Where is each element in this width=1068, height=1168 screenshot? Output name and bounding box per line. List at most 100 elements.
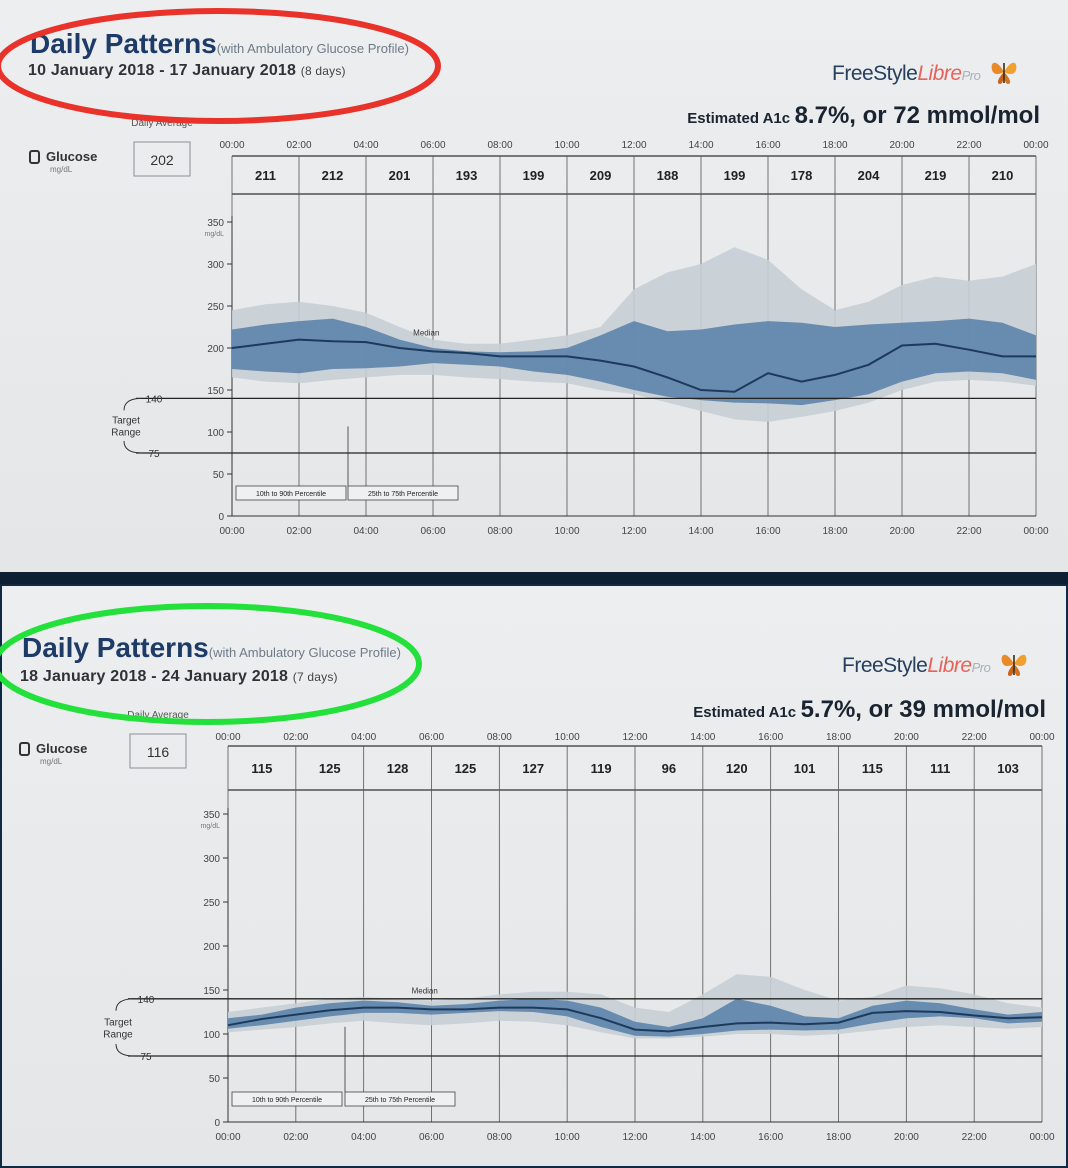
time-label-bottom: 00:00 (215, 1132, 240, 1143)
daily-average-value: 116 (147, 744, 170, 760)
legend-inner-label: 25th to 75th Percentile (368, 491, 438, 498)
time-label-top: 00:00 (1029, 732, 1054, 743)
time-label-bottom: 02:00 (283, 1132, 308, 1143)
time-label-bottom: 02:00 (286, 526, 311, 537)
median-label: Median (412, 986, 438, 995)
interval-average: 199 (724, 168, 746, 183)
day-count: (7 days) (292, 670, 338, 684)
sensor-icon (19, 742, 30, 756)
time-label-bottom: 20:00 (894, 1132, 919, 1143)
glucose-label: Glucose (36, 741, 87, 756)
interval-average: 125 (455, 761, 477, 776)
daily-average-label: Daily Average (127, 710, 189, 721)
interval-average: 188 (657, 168, 679, 183)
sensor-icon (29, 150, 40, 164)
time-label-top: 14:00 (690, 732, 715, 743)
target-low-value: 75 (148, 449, 160, 460)
time-label-top: 00:00 (1023, 140, 1048, 151)
target-bracket-bottom (115, 1043, 135, 1057)
daily-average-box (129, 733, 187, 769)
interval-average: 127 (522, 761, 544, 776)
time-label-bottom: 00:00 (1029, 1132, 1054, 1143)
date-range: 10 January 2018 - 17 January 2018 (8 day… (28, 62, 346, 79)
percentile-25-75-band (228, 998, 1042, 1037)
butterfly-icon (1001, 654, 1027, 676)
interval-average: 120 (726, 761, 748, 776)
time-label-bottom: 10:00 (554, 526, 579, 537)
y-tick-label: 100 (203, 1030, 220, 1041)
target-range-label: Range (111, 428, 141, 439)
interval-average: 101 (794, 761, 816, 776)
target-range-label: Target (112, 416, 140, 427)
estimated-a1c: Estimated A1c 8.7%, or 72 mmol/mol (687, 102, 1040, 129)
time-label-top: 06:00 (420, 140, 445, 151)
time-label-bottom: 00:00 (1023, 526, 1048, 537)
time-label-top: 04:00 (353, 140, 378, 151)
report-panel-1: Daily Patterns(with Ambulatory Glucose P… (0, 0, 1068, 572)
interval-average: 128 (387, 761, 409, 776)
interval-average: 119 (591, 761, 612, 776)
interval-average: 211 (255, 168, 276, 183)
time-label-bottom: 08:00 (487, 1132, 512, 1143)
time-label-top: 06:00 (419, 732, 444, 743)
y-tick-label: 350 (207, 218, 224, 229)
daily-average-box (133, 141, 191, 177)
legend-outer-label: 10th to 90th Percentile (252, 1097, 322, 1104)
target-high-value: 140 (146, 394, 163, 405)
time-label-top: 18:00 (822, 140, 847, 151)
time-label-top: 20:00 (894, 732, 919, 743)
y-tick-label: 250 (207, 302, 224, 313)
report-title: Daily Patterns(with Ambulatory Glucose P… (30, 28, 409, 59)
interval-average: 115 (251, 761, 272, 776)
glucose-label: Glucose (46, 149, 97, 164)
time-label-bottom: 22:00 (962, 1132, 987, 1143)
time-label-bottom: 04:00 (351, 1132, 376, 1143)
interval-average: 115 (862, 761, 883, 776)
interval-average: 210 (992, 168, 1014, 183)
interval-average: 212 (322, 168, 344, 183)
time-label-bottom: 12:00 (622, 1132, 647, 1143)
date-range: 18 January 2018 - 24 January 2018 (7 day… (20, 668, 338, 685)
brand-logo: FreeStyleLibrePro (832, 58, 1020, 86)
y-unit-label: mg/dL (205, 231, 225, 238)
daily-average-value: 202 (150, 152, 174, 168)
time-label-top: 10:00 (555, 732, 580, 743)
legend-outer-box (235, 485, 347, 501)
time-label-top: 12:00 (622, 732, 647, 743)
time-label-top: 04:00 (351, 732, 376, 743)
target-range-label: Target (104, 1017, 132, 1028)
time-label-top: 08:00 (487, 732, 512, 743)
interval-average: 111 (930, 761, 950, 776)
median-label: Median (413, 328, 439, 337)
y-tick-label: 200 (203, 942, 220, 953)
time-label-top: 16:00 (758, 732, 783, 743)
time-label-bottom: 06:00 (420, 526, 445, 537)
y-unit-label: mg/dL (201, 823, 221, 830)
interval-average: 219 (925, 168, 947, 183)
time-label-bottom: 16:00 (758, 1132, 783, 1143)
time-label-bottom: 08:00 (487, 526, 512, 537)
legend-outer-box (231, 1091, 343, 1107)
report-panel-2: Daily Patterns(with Ambulatory Glucose P… (0, 584, 1068, 1168)
time-label-top: 14:00 (688, 140, 713, 151)
y-tick-label: 150 (203, 986, 220, 997)
legend-outer-label: 10th to 90th Percentile (256, 491, 326, 498)
target-bracket-bottom (123, 440, 143, 454)
time-label-top: 02:00 (286, 140, 311, 151)
time-label-bottom: 10:00 (555, 1132, 580, 1143)
daily-average-label: Daily Average (131, 118, 193, 129)
time-label-bottom: 00:00 (219, 526, 244, 537)
time-label-top: 08:00 (487, 140, 512, 151)
percentile-25-75-band (232, 318, 1036, 406)
time-label-top: 00:00 (219, 140, 244, 151)
glucose-unit: mg/dL (40, 757, 63, 766)
brand-logo: FreeStyleLibrePro (842, 650, 1030, 678)
time-label-bottom: 16:00 (755, 526, 780, 537)
median-line (231, 338, 1036, 393)
day-count: (8 days) (300, 64, 346, 78)
legend-inner-label: 25th to 75th Percentile (365, 1097, 435, 1104)
target-bracket-top (123, 397, 143, 411)
time-label-bottom: 04:00 (353, 526, 378, 537)
target-bracket-top (115, 998, 135, 1011)
